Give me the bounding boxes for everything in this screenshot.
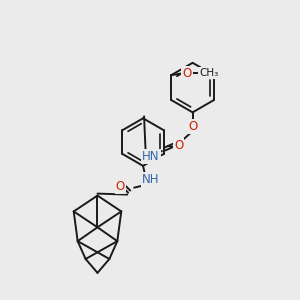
Text: HN: HN: [142, 150, 160, 164]
Text: CH₃: CH₃: [199, 68, 218, 78]
Text: O: O: [182, 67, 192, 80]
Text: O: O: [188, 120, 197, 133]
Text: NH: NH: [142, 173, 160, 186]
Text: O: O: [174, 139, 183, 152]
Text: O: O: [116, 180, 125, 193]
